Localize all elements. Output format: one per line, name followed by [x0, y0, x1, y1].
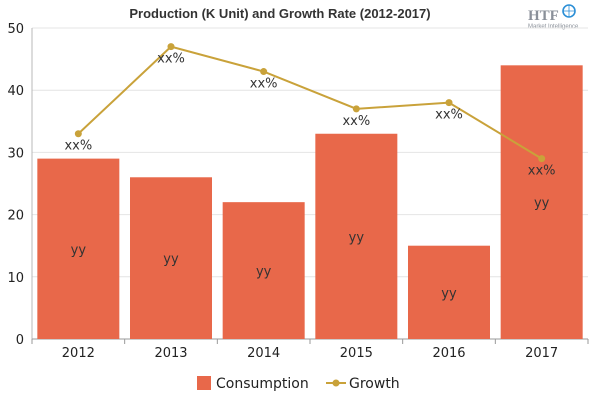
- growth-point: [538, 155, 546, 163]
- legend-label-growth: Growth: [349, 376, 400, 392]
- watermark-logo: HTF Market Intelligence: [528, 4, 579, 30]
- growth-point: [74, 130, 82, 138]
- bar-data-label: yy: [349, 230, 365, 245]
- axes: 0 10 20 30 40 50 2012 2013 2014 2015 2016 2017: [7, 22, 589, 361]
- x-tick-label: 2012: [62, 346, 95, 361]
- bar-consumption: [500, 65, 583, 339]
- globe-lines-icon: [563, 5, 575, 17]
- y-tick-label: 50: [7, 22, 24, 37]
- y-tick-label: 10: [7, 271, 24, 286]
- legend: Consumption Growth: [197, 376, 400, 392]
- x-tick-label: 2017: [525, 346, 558, 361]
- growth-data-label: xx%: [528, 164, 556, 179]
- watermark-brand: HTF: [528, 8, 559, 24]
- growth-point: [352, 105, 360, 113]
- x-tick-label: 2016: [432, 346, 465, 361]
- growth-data-label: xx%: [64, 139, 92, 154]
- consumption-bars: yy yy yy yy yy yy: [37, 65, 583, 339]
- y-tick-label: 20: [7, 209, 24, 224]
- growth-data-label: xx%: [435, 108, 463, 123]
- growth-data-label: xx%: [342, 114, 370, 129]
- bar-data-label: yy: [256, 265, 272, 280]
- bar-consumption: [130, 177, 212, 339]
- x-tick-label: 2014: [247, 346, 280, 361]
- watermark-tagline: Market Intelligence: [528, 24, 579, 30]
- growth-point: [260, 68, 268, 76]
- bar-data-label: yy: [71, 243, 87, 258]
- bar-consumption: [37, 158, 120, 339]
- chart-title: Production (K Unit) and Growth Rate (201…: [129, 6, 430, 21]
- x-tick-label: 2013: [154, 346, 187, 361]
- legend-label-consumption: Consumption: [216, 376, 309, 392]
- growth-data-label: xx%: [250, 77, 278, 92]
- growth-data-label: xx%: [157, 52, 185, 67]
- bar-consumption: [315, 133, 398, 339]
- bar-data-label: yy: [441, 286, 457, 301]
- bar-consumption: [222, 202, 305, 339]
- bar-consumption: [408, 245, 490, 339]
- growth-line-path: [77, 45, 543, 160]
- growth-point: [445, 99, 453, 107]
- y-tick-label: 0: [16, 333, 24, 348]
- y-tick-label: 40: [7, 84, 24, 99]
- growth-line: xx% xx% xx% xx% xx% xx%: [64, 43, 556, 179]
- y-tick-label: 30: [7, 146, 24, 161]
- x-tick-label: 2015: [340, 346, 373, 361]
- bar-data-label: yy: [534, 196, 550, 211]
- bar-data-label: yy: [163, 252, 179, 267]
- legend-swatch-growth-dot: [332, 379, 340, 387]
- legend-swatch-consumption: [197, 376, 211, 390]
- growth-point: [167, 43, 175, 51]
